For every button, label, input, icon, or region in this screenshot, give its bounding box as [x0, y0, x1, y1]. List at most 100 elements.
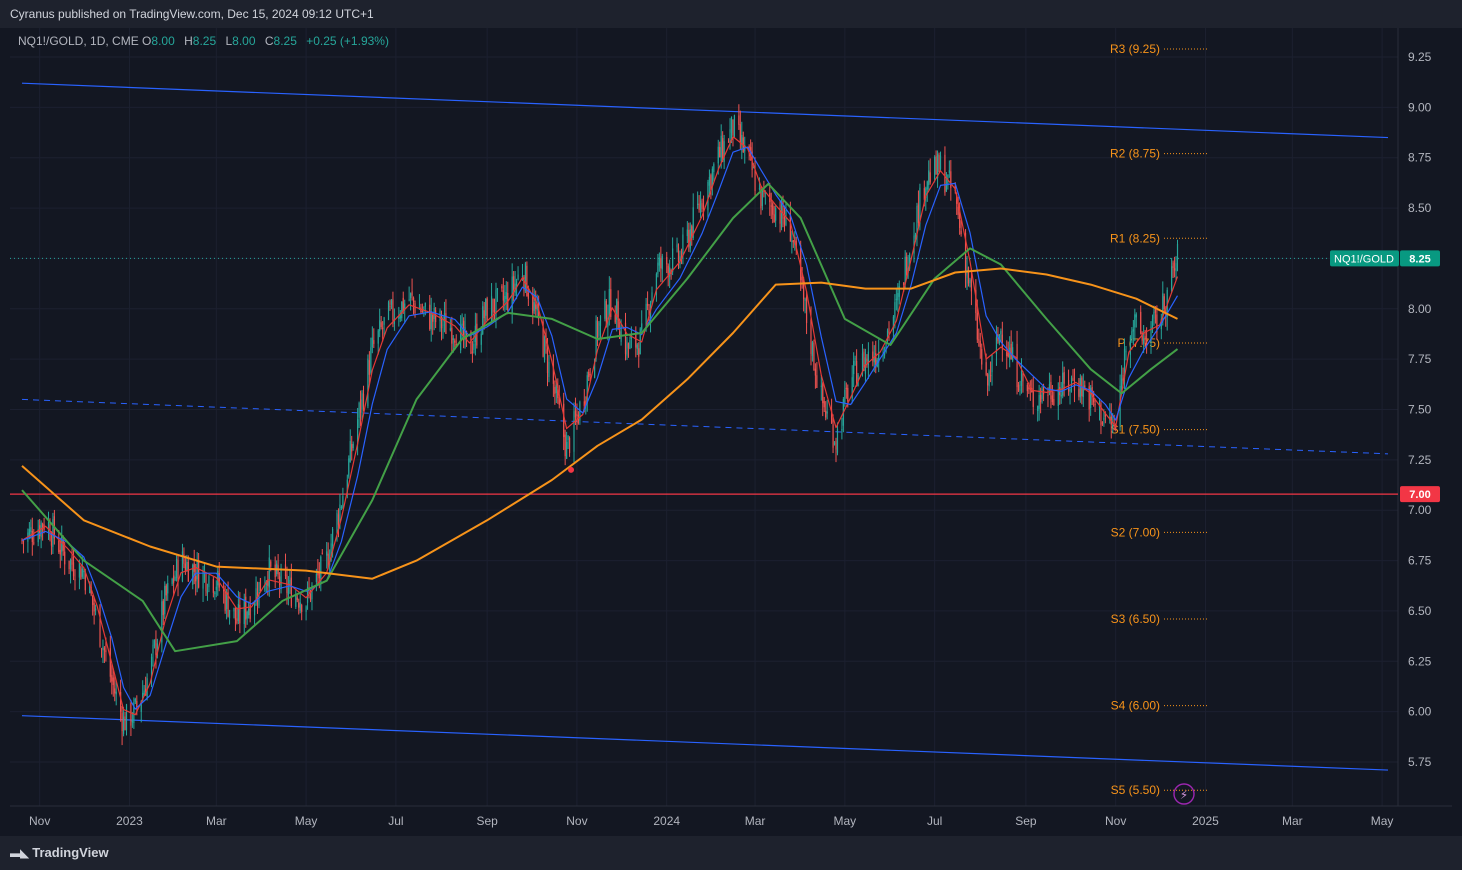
- candle-body: [697, 203, 699, 206]
- legend-close: 8.25: [273, 34, 297, 48]
- candle-body: [485, 299, 487, 316]
- candle-body: [174, 576, 176, 580]
- pivot-label: S5 (5.50): [1111, 783, 1160, 797]
- candle-body: [1134, 314, 1136, 328]
- pivot-label: S2 (7.00): [1111, 525, 1160, 539]
- candle-body: [270, 561, 272, 567]
- candle-body: [1040, 394, 1042, 403]
- candle-body: [111, 675, 113, 682]
- price-tick-label: 7.75: [1408, 352, 1432, 366]
- brand-name: TradingView: [32, 845, 109, 860]
- candle-body: [527, 293, 529, 299]
- candle-body: [218, 573, 220, 588]
- channel-mid-line: [21, 398, 1389, 455]
- candle-body: [398, 316, 400, 319]
- price-chart[interactable]: R3 (9.25) R2 (8.75) R1 (8.25) P (7.75) S1 (7…: [10, 28, 1452, 834]
- candle-body: [195, 575, 197, 582]
- candle-body: [155, 638, 157, 655]
- candle-body: [470, 331, 472, 354]
- candle-body: [390, 300, 393, 305]
- candle-body: [402, 297, 404, 312]
- candle-body: [763, 189, 765, 192]
- candle-body: [496, 288, 499, 290]
- ema-blue-line: [21, 146, 1179, 710]
- candle-body: [1048, 384, 1051, 393]
- tradingview-logo[interactable]: ▬◣ TradingView: [10, 845, 109, 860]
- candle-body: [171, 578, 173, 584]
- candle-body: [100, 648, 103, 650]
- candle-body: [192, 564, 194, 585]
- candle-body: [969, 279, 971, 284]
- candle-body: [795, 240, 797, 249]
- candle-body: [875, 353, 877, 366]
- last-price-value: 8.25: [1409, 253, 1430, 265]
- candle-body: [454, 340, 456, 343]
- candle-body: [688, 230, 690, 247]
- candle-body: [948, 170, 950, 173]
- candle-body: [1090, 388, 1092, 409]
- candle-body: [856, 360, 858, 387]
- candle-body: [1062, 372, 1064, 396]
- candle-body: [490, 296, 493, 322]
- candle-body: [978, 339, 980, 341]
- candle-body: [599, 315, 602, 326]
- candle-body: [845, 387, 847, 390]
- candle-body: [501, 286, 503, 289]
- candle-body: [820, 385, 822, 387]
- candle-body: [523, 277, 525, 290]
- candle-body: [337, 514, 340, 525]
- candle-body: [576, 413, 578, 417]
- candle-body: [429, 304, 431, 330]
- candle-body: [311, 584, 313, 600]
- candle-body: [772, 203, 774, 215]
- time-tick-label: Nov: [1105, 814, 1126, 828]
- candle-body: [80, 566, 82, 580]
- candle-body: [420, 307, 422, 313]
- candle-body: [1020, 370, 1023, 386]
- candle-body: [90, 586, 92, 595]
- chart-pane[interactable]: R3 (9.25) R2 (8.75) R1 (8.25) P (7.75) S1 (7…: [10, 28, 1452, 834]
- candle-body: [236, 618, 238, 624]
- candle-body: [574, 410, 577, 418]
- candle-body: [991, 354, 993, 373]
- candle-body: [267, 580, 269, 586]
- candle-body: [573, 411, 575, 452]
- candle-body: [672, 248, 674, 273]
- candle-body: [823, 401, 825, 408]
- candle-body: [1019, 389, 1021, 391]
- candle-body: [916, 205, 918, 238]
- candle-body: [979, 340, 981, 348]
- candle-body: [985, 362, 987, 375]
- candle-body: [71, 556, 73, 565]
- candle-body: [37, 529, 39, 543]
- candle-body: [331, 528, 334, 547]
- candle-body: [810, 319, 812, 354]
- candle-body: [1073, 382, 1076, 391]
- candle-body: [482, 306, 484, 334]
- candle-body: [822, 383, 824, 404]
- candle-body: [239, 604, 241, 624]
- candle-body: [689, 229, 691, 249]
- candle-body: [626, 341, 628, 356]
- candle-body: [177, 560, 179, 583]
- candle-body: [783, 216, 786, 225]
- candle-body: [315, 573, 317, 582]
- candle-body: [309, 590, 312, 601]
- candle-body: [357, 419, 359, 445]
- footer-bar: ▬◣ TradingView: [0, 836, 1462, 870]
- candle-body: [1041, 388, 1043, 399]
- candle-body: [608, 289, 610, 316]
- time-tick-label: Nov: [29, 814, 50, 828]
- candles: [21, 104, 1179, 746]
- publisher-bar: Cyranus published on TradingView.com, De…: [0, 0, 1462, 28]
- candle-body: [1150, 326, 1152, 343]
- candle-body: [1153, 311, 1155, 319]
- candle-body: [318, 572, 320, 579]
- candle-body: [513, 276, 515, 290]
- pivot-label: R1 (8.25): [1110, 231, 1160, 245]
- candle-body: [1053, 398, 1055, 406]
- candle-body: [1069, 388, 1071, 392]
- price-tick-label: 9.25: [1408, 50, 1432, 64]
- candle-body: [923, 188, 925, 200]
- candle-body: [72, 562, 75, 577]
